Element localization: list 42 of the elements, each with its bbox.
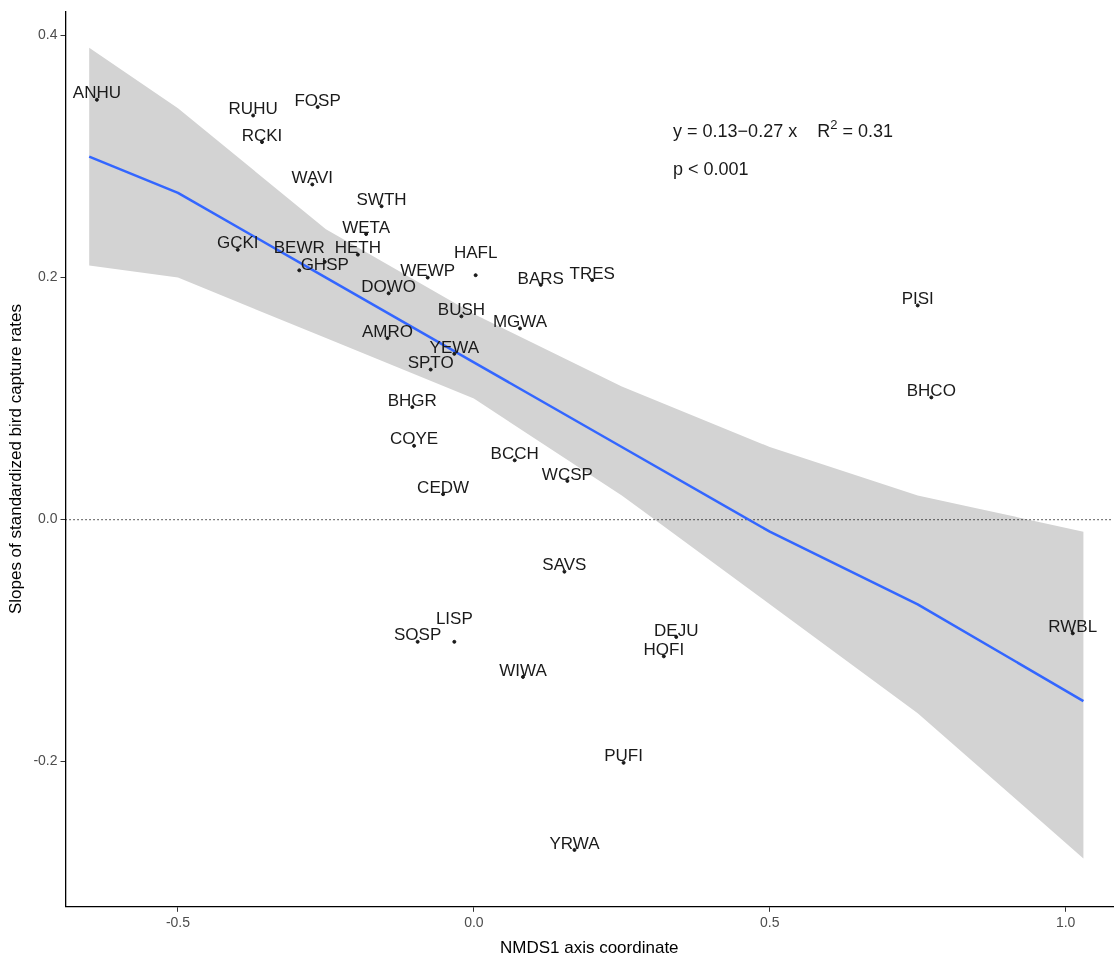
data-label: YRWA xyxy=(549,833,601,853)
data-label: MGWA xyxy=(492,312,548,332)
data-label: SWTH xyxy=(356,189,407,209)
data-label: BCCH xyxy=(490,444,539,463)
data-label: BEWR xyxy=(273,238,325,258)
data-label: WETA xyxy=(342,217,391,237)
data-label: TRES xyxy=(569,263,615,283)
data-label: BARS xyxy=(517,268,564,288)
data-label: AMRO xyxy=(361,321,413,341)
data-label: HAFL xyxy=(453,242,498,262)
data-label: PUFI xyxy=(604,746,643,766)
x-tick-label: 1.0 xyxy=(1055,914,1076,931)
x-tick-label: -0.5 xyxy=(165,914,191,931)
data-label: RCKI xyxy=(241,125,283,145)
data-label: GCKI xyxy=(216,233,259,253)
data-label: RUHU xyxy=(228,99,278,119)
data-label: SAVS xyxy=(542,555,587,575)
y-tick-label: -0.2 xyxy=(33,752,58,769)
data-label: WCSP xyxy=(541,464,593,484)
y-tick-label: 0.4 xyxy=(38,26,58,43)
y-tick-label: 0.0 xyxy=(38,510,58,527)
y-tick-label: 0.2 xyxy=(38,268,58,285)
data-label: FOSP xyxy=(294,90,341,110)
data-label: HETH xyxy=(334,238,382,258)
x-tick-label: 0.5 xyxy=(760,914,780,931)
data-label: CEDW xyxy=(417,477,470,497)
data-label: WAVI xyxy=(291,168,334,188)
data-label: COYE xyxy=(390,429,439,449)
x-tick-label: 0.0 xyxy=(464,914,484,931)
data-label: BHGR xyxy=(387,390,437,410)
y-axis-title: Slopes of standardized bird capture rates xyxy=(5,304,25,615)
data-label: RWBL xyxy=(1048,617,1098,637)
data-label: BUSH xyxy=(437,300,486,320)
data-label: SPTO xyxy=(407,353,454,373)
data-label: HOFI xyxy=(643,640,685,660)
data-label: WIWA xyxy=(499,660,548,680)
x-axis-title: NMDS1 axis coordinate xyxy=(499,938,679,958)
data-label: ANHU xyxy=(72,83,121,103)
data-label: DEJU xyxy=(654,620,699,640)
annotation: p < 0.001 xyxy=(673,158,749,179)
data-label: PISI xyxy=(901,289,934,309)
data-label: BHCO xyxy=(906,381,956,401)
